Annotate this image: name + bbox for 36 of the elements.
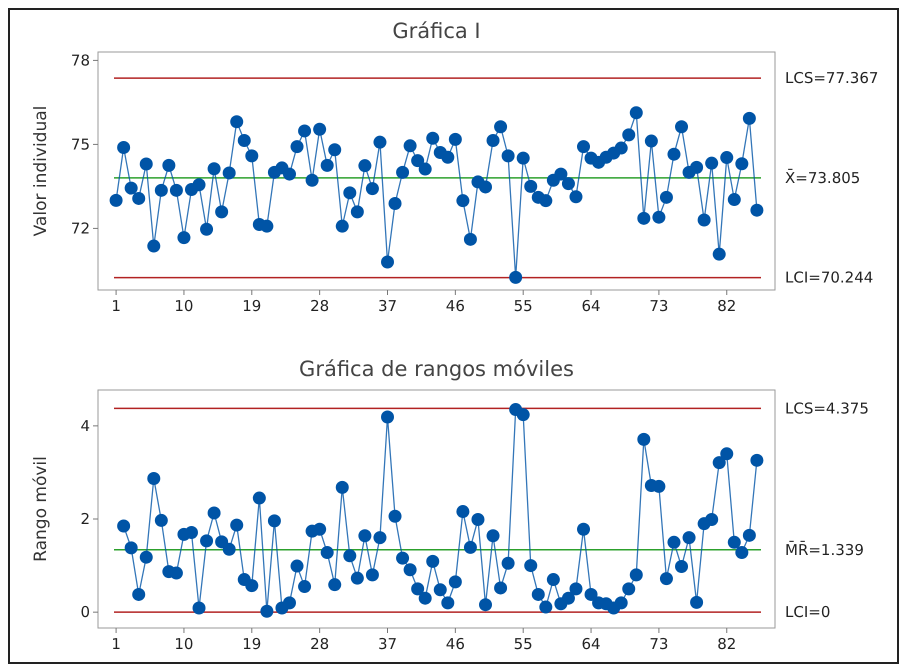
x-tick-label: 10	[174, 297, 194, 315]
x-tick-label: 64	[582, 635, 601, 653]
x-tick-label: 37	[378, 297, 398, 315]
x-tick-label: 82	[717, 297, 736, 315]
x-tick-label: 73	[649, 635, 668, 653]
x-tick-label: 46	[446, 297, 465, 315]
x-tick-label: 28	[310, 297, 330, 315]
x-tick-label: 28	[310, 635, 330, 653]
x-tick-label: 64	[582, 297, 601, 315]
y-tick-label: 72	[70, 219, 90, 238]
ref-line-label: LCS=4.375	[785, 399, 869, 418]
ref-line-label: LCI=0	[785, 603, 830, 622]
y-tick-label: 78	[70, 51, 90, 70]
y-tick-label: 2	[80, 510, 90, 528]
ref-line-label: LCS=77.367	[785, 69, 878, 88]
x-tick-label: 73	[649, 297, 668, 315]
chart-title: Gráfica I	[392, 19, 481, 43]
ref-line-label: M̄R̄=1.339	[785, 540, 864, 559]
x-tick-label: 1	[111, 297, 121, 315]
y-axis-title: Valor individual	[31, 106, 51, 236]
x-tick-label: 1	[111, 635, 121, 653]
ref-line-label: LCI=70.244	[785, 268, 874, 287]
chart-title: Gráfica de rangos móviles	[299, 357, 574, 381]
x-tick-label: 82	[717, 635, 736, 653]
x-tick-label: 55	[514, 297, 533, 315]
y-axis-title: Rango móvil	[31, 456, 51, 562]
y-tick-label: 75	[70, 135, 90, 154]
y-tick-label: 4	[80, 416, 90, 435]
ref-line-label: X̄=73.805	[785, 168, 860, 187]
x-tick-label: 37	[378, 635, 398, 653]
x-tick-label: 55	[514, 635, 533, 653]
x-tick-label: 19	[242, 297, 262, 315]
x-tick-label: 46	[446, 635, 465, 653]
x-tick-label: 19	[242, 635, 262, 653]
y-tick-label: 0	[80, 603, 90, 622]
x-tick-label: 10	[174, 635, 194, 653]
